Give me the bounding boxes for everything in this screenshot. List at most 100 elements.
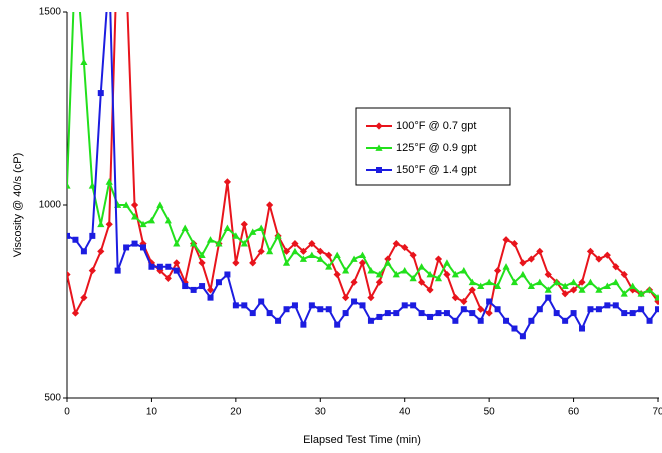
marker: [240, 240, 248, 247]
marker: [257, 247, 265, 255]
marker: [123, 244, 130, 251]
marker: [351, 298, 358, 305]
marker: [350, 278, 358, 286]
marker: [257, 224, 265, 232]
marker: [477, 317, 484, 324]
marker: [359, 302, 366, 309]
marker: [249, 259, 257, 267]
marker: [139, 220, 147, 228]
marker: [67, 232, 70, 239]
marker: [258, 298, 265, 305]
marker: [638, 306, 645, 313]
marker: [443, 259, 451, 266]
marker: [655, 306, 659, 313]
marker: [493, 267, 502, 275]
marker: [409, 251, 417, 259]
marker: [561, 282, 569, 289]
marker: [460, 297, 468, 306]
marker: [232, 232, 240, 239]
marker: [97, 220, 105, 228]
marker: [418, 278, 426, 286]
marker: [223, 178, 232, 186]
marker: [409, 274, 417, 282]
marker: [468, 286, 476, 294]
marker: [519, 333, 526, 340]
marker: [502, 263, 510, 270]
marker: [206, 286, 215, 294]
marker: [654, 294, 659, 301]
marker: [553, 278, 561, 286]
marker: [181, 224, 189, 232]
marker: [308, 240, 316, 248]
marker: [131, 240, 138, 247]
marker: [375, 270, 383, 278]
marker: [367, 317, 374, 324]
marker: [122, 201, 130, 208]
marker: [80, 248, 87, 255]
marker: [173, 267, 180, 274]
x-tick-label: 70: [652, 407, 662, 418]
marker: [443, 270, 451, 279]
marker: [435, 310, 442, 317]
marker: [105, 178, 113, 185]
marker: [72, 236, 79, 243]
marker: [586, 278, 595, 286]
marker: [156, 263, 163, 270]
marker: [249, 228, 257, 235]
marker: [342, 267, 350, 274]
marker: [207, 294, 214, 301]
marker: [198, 259, 206, 267]
legend-label: 100°F @ 0.7 gpt: [396, 120, 476, 132]
marker: [485, 309, 493, 317]
marker: [603, 251, 611, 259]
marker: [392, 240, 400, 248]
marker: [629, 282, 637, 289]
marker: [604, 302, 611, 309]
marker: [486, 298, 493, 305]
marker: [88, 267, 96, 275]
marker: [89, 232, 96, 239]
marker: [578, 286, 586, 293]
marker: [519, 259, 527, 267]
marker: [130, 212, 139, 220]
marker: [451, 294, 459, 302]
marker: [418, 310, 425, 317]
marker: [275, 317, 282, 324]
marker: [206, 236, 215, 243]
marker: [173, 240, 181, 247]
marker: [376, 167, 382, 173]
marker: [434, 274, 443, 282]
marker: [595, 286, 603, 293]
marker: [291, 302, 298, 309]
marker: [173, 259, 181, 267]
marker: [67, 270, 71, 279]
marker: [182, 283, 189, 290]
marker: [130, 201, 139, 209]
marker: [198, 251, 206, 259]
marker: [646, 317, 653, 324]
marker: [97, 90, 104, 97]
marker: [528, 317, 535, 324]
x-tick-label: 60: [568, 407, 580, 418]
marker: [587, 306, 594, 313]
legend-label: 150°F @ 1.4 gpt: [396, 164, 476, 176]
marker: [105, 220, 113, 228]
marker: [401, 302, 408, 309]
marker: [393, 310, 400, 317]
marker: [317, 306, 324, 313]
marker: [240, 220, 248, 228]
marker: [266, 201, 274, 209]
legend-label: 125°F @ 0.9 gpt: [396, 142, 476, 154]
marker: [477, 305, 485, 313]
marker: [316, 255, 324, 262]
marker: [367, 294, 375, 302]
marker: [477, 282, 485, 289]
marker: [595, 306, 602, 313]
marker: [401, 267, 409, 274]
marker: [544, 286, 552, 293]
marker: [291, 240, 299, 248]
marker: [299, 255, 307, 262]
marker: [621, 310, 628, 317]
marker: [586, 247, 595, 255]
